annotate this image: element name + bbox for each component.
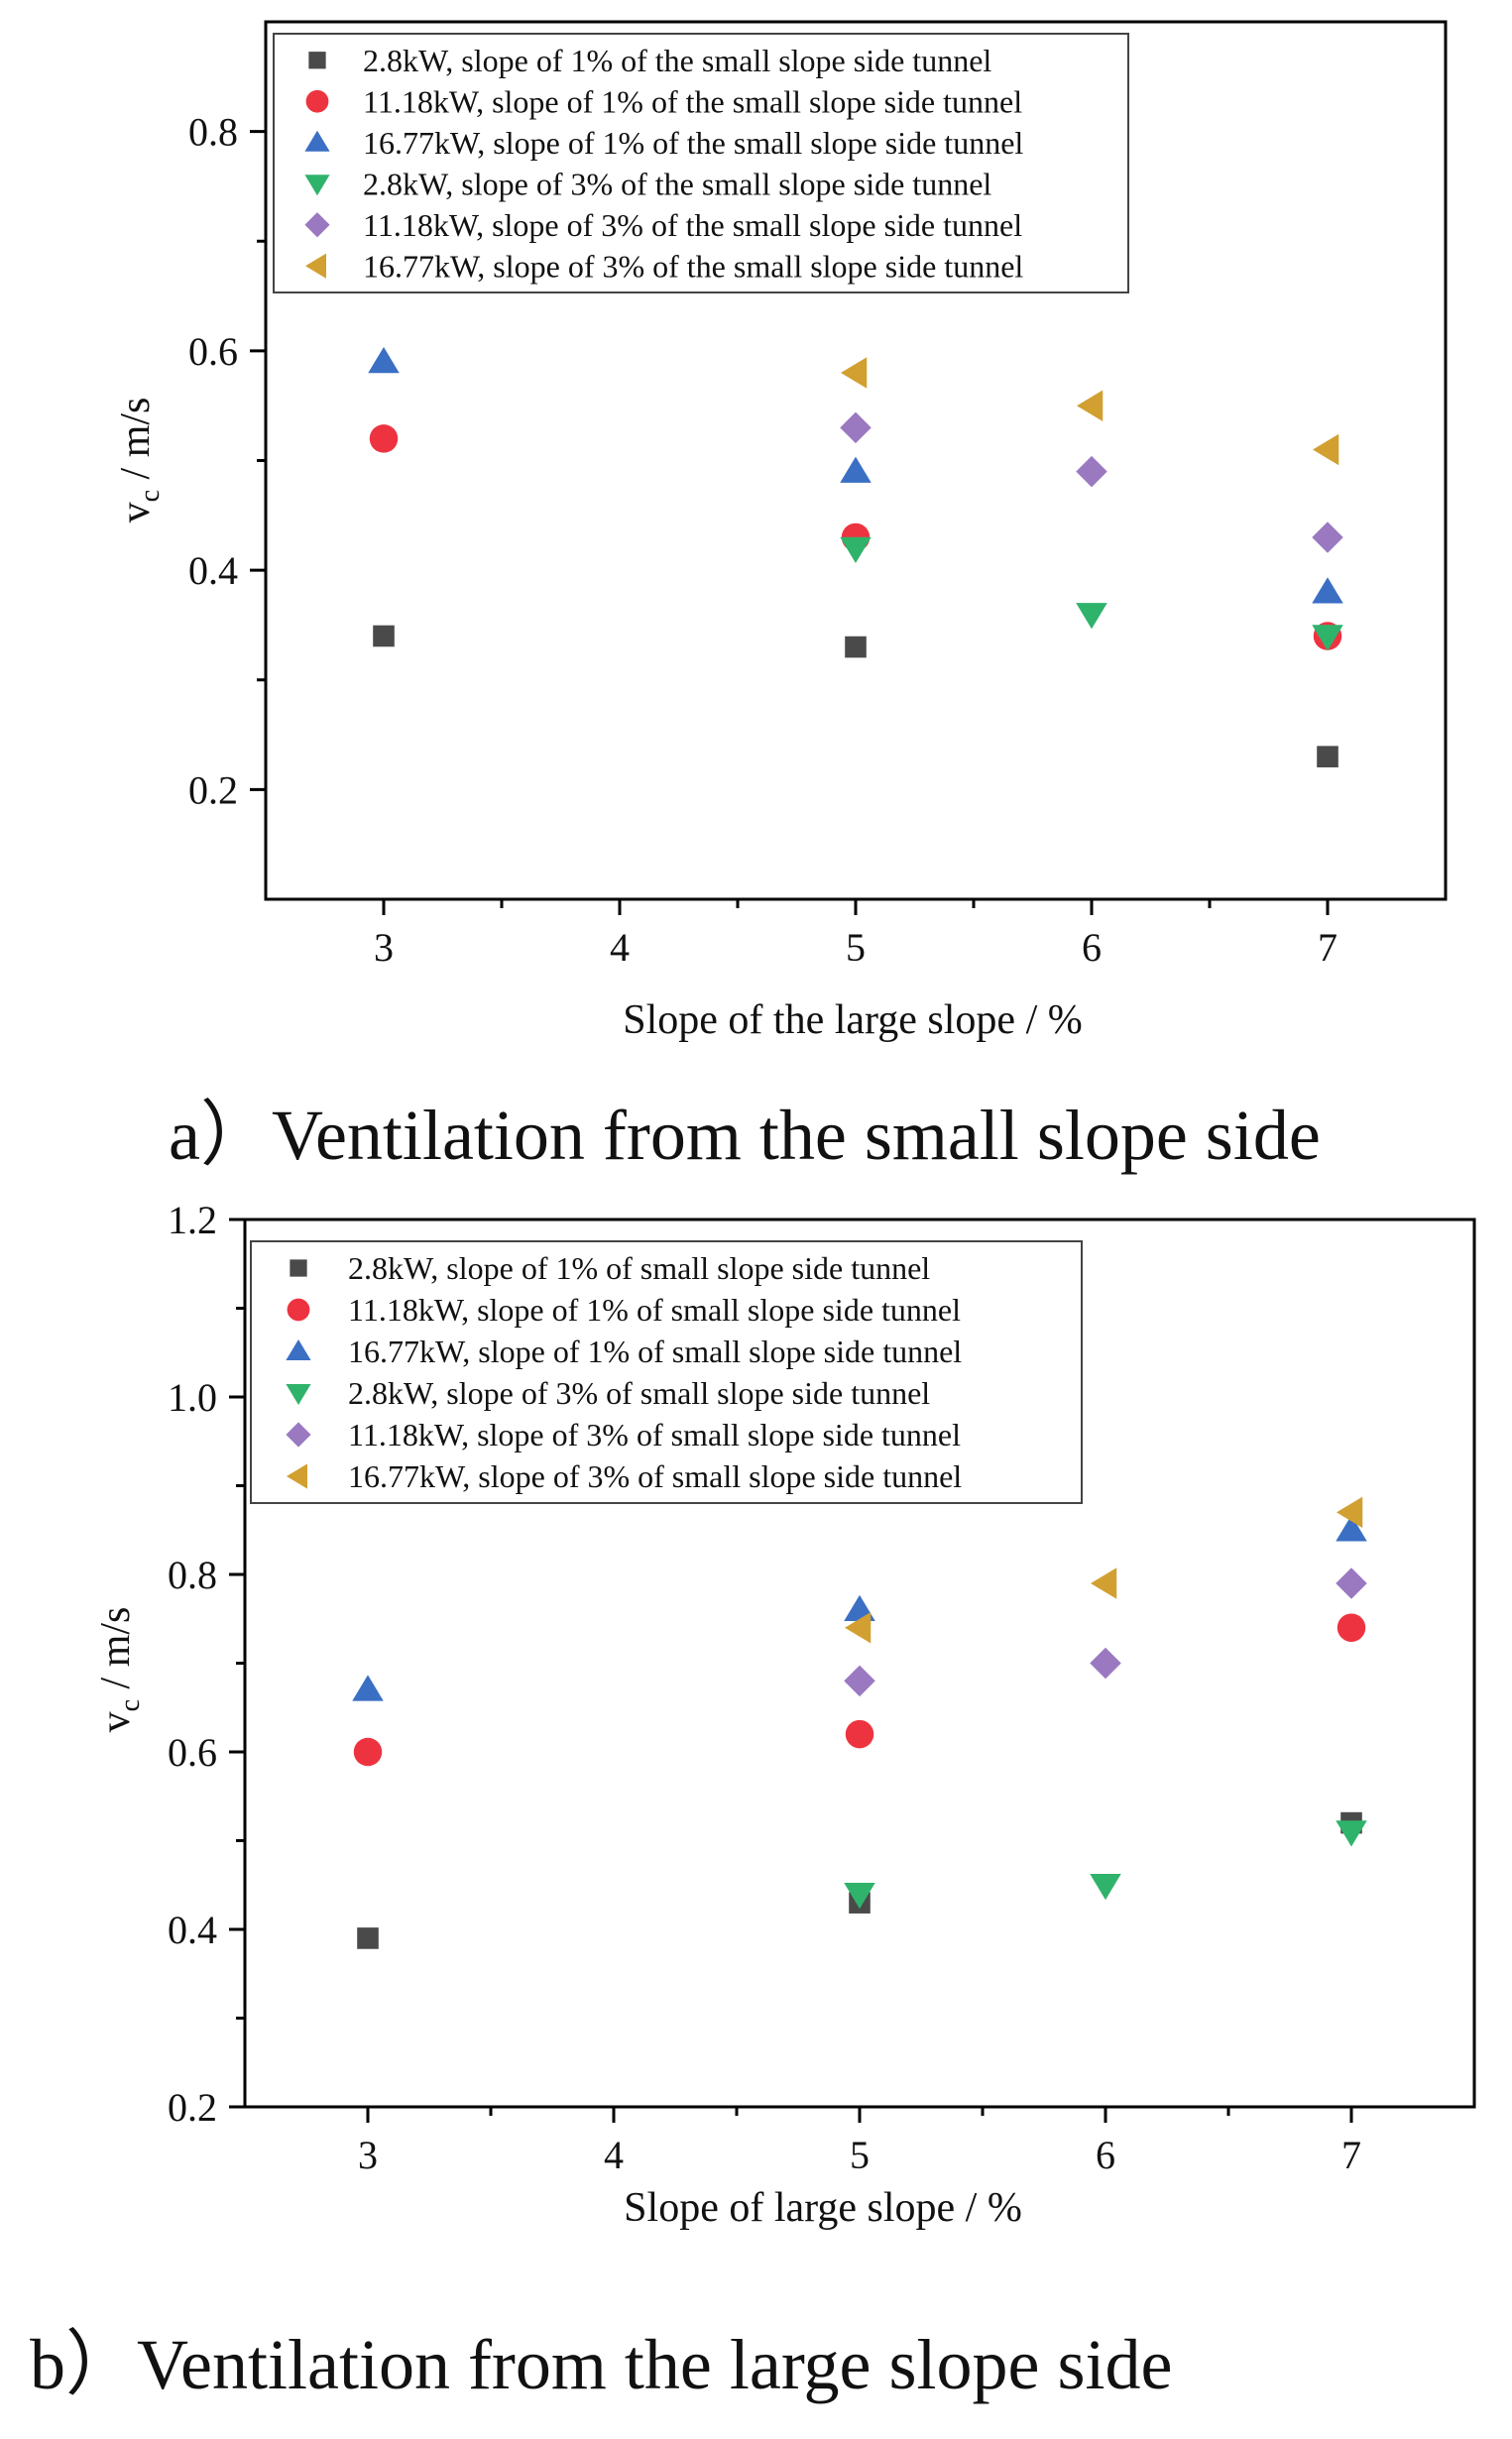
- chart-b-series-6-point: [1337, 1496, 1363, 1529]
- chart-b-legend-label-4: 2.8kW, slope of 3% of small slope side t…: [348, 1375, 930, 1411]
- chart-b-series-3-point: [352, 1675, 384, 1701]
- chart-a-series-4-point: [1312, 625, 1343, 651]
- chart-b-legend-label-2: 11.18kW, slope of 1% of small slope side…: [348, 1292, 961, 1328]
- chart-a-series-6-point: [841, 357, 868, 389]
- chart-b-series-4-point: [844, 1882, 875, 1910]
- chart-b-series-2-point: [1337, 1613, 1366, 1642]
- chart-a-series-5-point: [1312, 522, 1343, 553]
- chart-a-series-6-point: [1313, 433, 1339, 466]
- chart-a-series-1-point: [845, 636, 867, 658]
- chart-a-series-1-point: [1317, 746, 1338, 767]
- chart-a-series-4-point: [1076, 603, 1107, 630]
- chart-b-x-axis-label: Slope of large slope / %: [624, 2185, 1022, 2231]
- chart-a-series-2-point: [369, 424, 399, 453]
- chart-b-legend-marker-3: [286, 1339, 311, 1360]
- chart-b-legend-label-5: 11.18kW, slope of 3% of small slope side…: [348, 1417, 961, 1452]
- chart-a-y-tick-label: 0.6: [188, 329, 238, 374]
- chart-a-legend-box: [273, 33, 1129, 293]
- chart-a-series-6-point: [1077, 390, 1104, 421]
- chart-b-y-axis-label: vc / m/s: [93, 1607, 146, 1733]
- chart-b-series-2-point: [353, 1737, 383, 1767]
- chart-a-y-tick-label: 0.8: [188, 110, 238, 155]
- chart-a-legend-marker-3: [304, 130, 330, 152]
- chart-a-legend-label-2: 11.18kW, slope of 1% of the small slope …: [363, 83, 1022, 119]
- chart-b-series-6-point: [1091, 1568, 1117, 1599]
- chart-b-legend-box: [250, 1240, 1083, 1504]
- chart-b-x-tick-label: 4: [604, 2133, 624, 2177]
- chart-a-legend-label-5: 11.18kW, slope of 3% of the small slope …: [363, 207, 1022, 243]
- chart-a-y-tick-label: 0.2: [188, 767, 238, 812]
- chart-a-series-3-point: [840, 456, 872, 483]
- chart-b-legend-marker-2: [287, 1298, 310, 1322]
- chart-a-x-tick-label: 4: [610, 925, 630, 970]
- caption-b: b）Ventilation from the large slope side: [30, 2325, 1173, 2404]
- chart-a-legend-label-3: 16.77kW, slope of 1% of the small slope …: [363, 125, 1023, 161]
- chart-a-x-tick-label: 7: [1318, 925, 1338, 970]
- chart-a-series-5-point: [1076, 455, 1107, 488]
- chart-a-legend-label-6: 16.77kW, slope of 3% of the small slope …: [363, 248, 1023, 284]
- chart-a-x-tick-label: 3: [374, 925, 394, 970]
- chart-a-y-tick-label: 0.4: [188, 548, 238, 593]
- chart-b-series-4-point: [1090, 1874, 1121, 1901]
- chart-a-series-3-point: [1312, 577, 1343, 604]
- chart-b-legend-label-3: 16.77kW, slope of 1% of small slope side…: [348, 1334, 962, 1369]
- chart-a-legend-marker-6: [305, 253, 326, 279]
- chart-a-series-1-point: [373, 625, 395, 647]
- chart-b-series-5-point: [1090, 1647, 1121, 1680]
- chart-b-y-tick-label: 0.2: [168, 2085, 217, 2130]
- chart-b-legend-marker-1: [290, 1259, 307, 1277]
- caption-a: a）Ventilation from the small slope side: [169, 1096, 1321, 1175]
- figure-a: 3 4 5 6 7 0.2 0.4 0.6 0.8 Slope of the large slop…: [0, 0, 1512, 1190]
- chart-a-y-axis-label: vc / m/s: [113, 398, 166, 523]
- chart-a-x-axis-label: Slope of the large slope / %: [623, 997, 1082, 1043]
- chart-a-x-tick-label: 5: [846, 925, 866, 970]
- chart-a-x-tick-label: 6: [1082, 925, 1102, 970]
- chart-b-series-5-point: [844, 1665, 875, 1697]
- chart-b: 3 4 5 6 7 0.2 0.4 0.6 0.8 1.0 1.2 Slope of large sl…: [93, 1198, 1476, 2231]
- chart-b-y-tick-label: 0.6: [168, 1730, 217, 1775]
- chart-a-legend-marker-2: [305, 89, 329, 113]
- chart-b-legend-marker-6: [287, 1463, 307, 1489]
- chart-b-x-tick-label: 6: [1096, 2133, 1115, 2177]
- chart-a-legend-marker-4: [304, 174, 330, 196]
- chart-b-x-tick-label: 7: [1341, 2133, 1361, 2177]
- chart-a-legend-label-4: 2.8kW, slope of 3% of the small slope si…: [363, 166, 991, 201]
- chart-a-series-5-point: [840, 411, 872, 444]
- chart-b-legend-label-1: 2.8kW, slope of 1% of small slope side t…: [348, 1250, 930, 1286]
- figure-b: 3 4 5 6 7 0.2 0.4 0.6 0.8 1.0 1.2 Slope of large sl…: [0, 1190, 1512, 2439]
- chart-b-x-tick-label: 5: [850, 2133, 870, 2177]
- chart-b-series-3-point: [1336, 1515, 1367, 1542]
- chart-a-legend-marker-5: [304, 212, 330, 238]
- chart-b-series-4-point: [1336, 1820, 1367, 1847]
- chart-b-y-tick-label: 0.8: [168, 1553, 217, 1597]
- chart-b-y-tick-label: 1.2: [168, 1198, 217, 1242]
- chart-b-series-5-point: [1336, 1568, 1367, 1599]
- chart-b-series-2-point: [845, 1719, 874, 1749]
- chart-b-series-6-point: [845, 1611, 872, 1644]
- chart-b-legend-marker-4: [286, 1384, 311, 1405]
- chart-a-series-4-point: [840, 536, 872, 563]
- chart-a-series-3-point: [368, 346, 400, 374]
- chart-b-y-tick-label: 1.0: [168, 1375, 217, 1420]
- chart-b-x-tick-label: 3: [358, 2133, 378, 2177]
- chart-b-legend-label-6: 16.77kW, slope of 3% of small slope side…: [348, 1458, 962, 1494]
- chart-a-legend-label-1: 2.8kW, slope of 1% of the small slope si…: [363, 43, 991, 78]
- chart-b-y-tick-label: 0.4: [168, 1908, 217, 1952]
- chart-a: 3 4 5 6 7 0.2 0.4 0.6 0.8 Slope of the large slop…: [113, 20, 1448, 1043]
- chart-b-series-1-point: [357, 1927, 379, 1949]
- chart-a-legend-marker-1: [308, 52, 326, 69]
